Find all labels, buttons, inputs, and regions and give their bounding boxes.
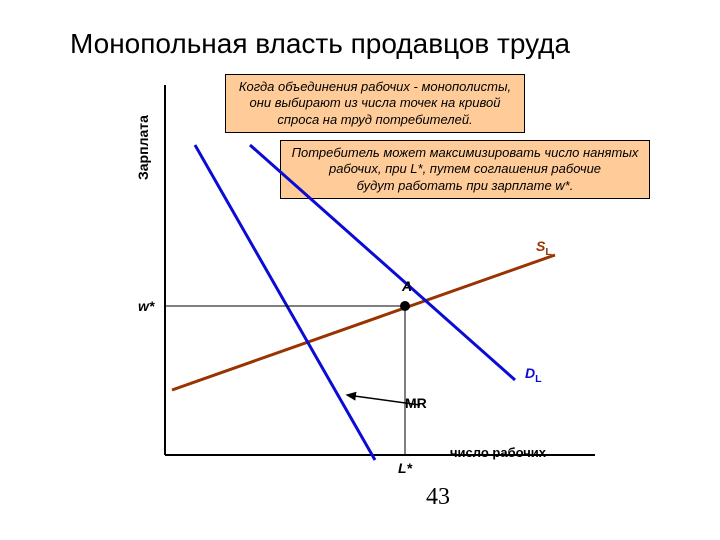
point-a-label: A (402, 278, 412, 294)
y-axis-label: Зарплата (135, 115, 151, 180)
lstar-label: L* (398, 460, 412, 476)
demand-label: DL (525, 365, 542, 385)
page-number: 43 (426, 484, 450, 511)
wstar-label: w* (138, 298, 154, 314)
economics-diagram (0, 0, 720, 540)
supply-label: SL (536, 238, 552, 258)
x-axis-label: число рабочих (450, 445, 546, 460)
supply-curve (172, 255, 555, 390)
demand-curve (250, 145, 515, 380)
mr-label: MR (405, 395, 427, 411)
slide: Монопольная власть продавцов труда Когда… (0, 0, 720, 540)
marginal-revenue-curve (195, 145, 375, 460)
intersection-point (400, 301, 410, 311)
